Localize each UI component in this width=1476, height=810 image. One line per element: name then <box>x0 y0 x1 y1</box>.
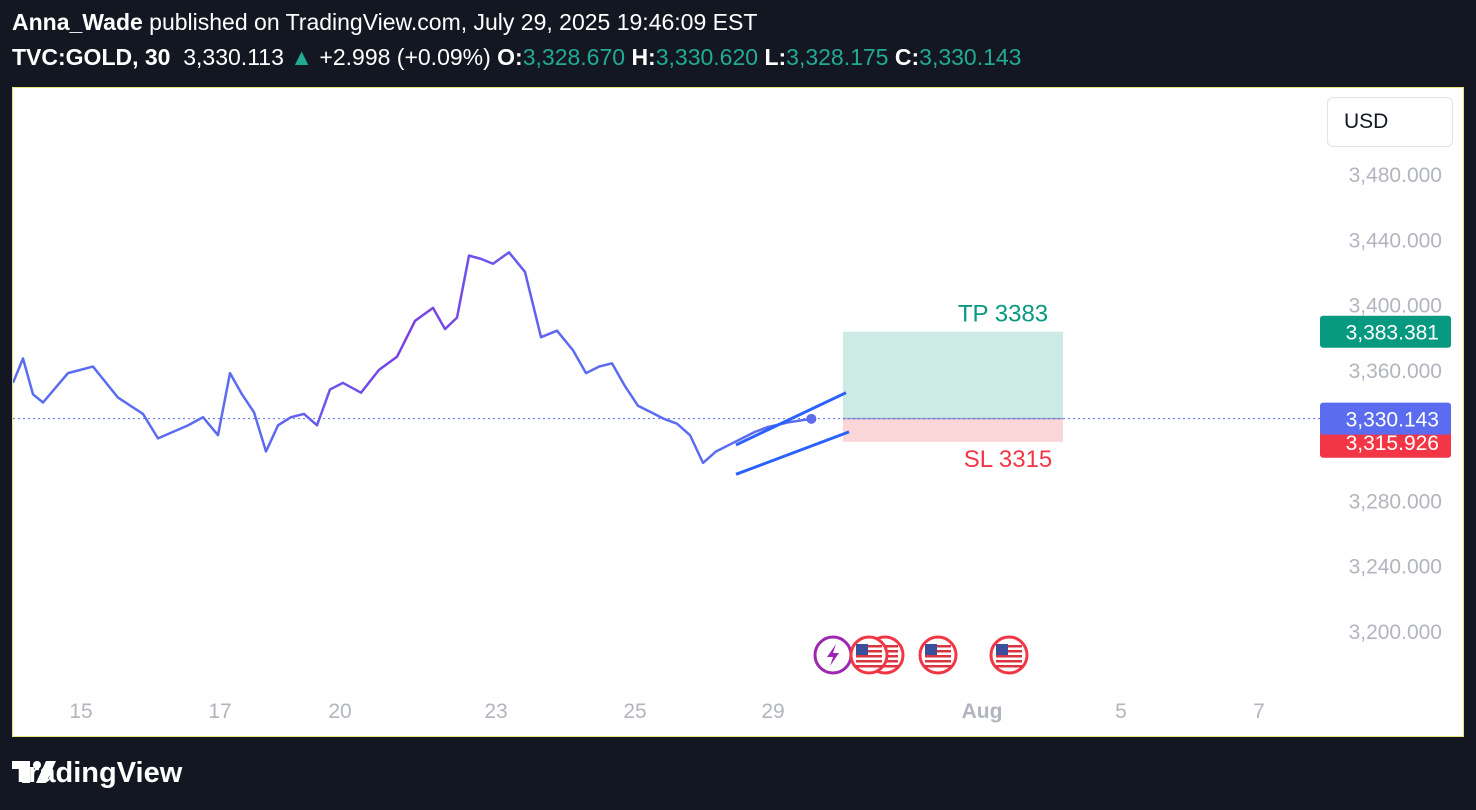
channel-lower-line <box>735 430 850 476</box>
low-label: L: <box>764 44 787 70</box>
flag-stripe <box>996 650 1022 653</box>
last-price-dot <box>806 413 817 424</box>
x-tick-label: 23 <box>484 700 507 723</box>
flag-stripe <box>996 655 1022 658</box>
y-tick-label: 3,200.000 <box>1349 621 1442 644</box>
flag-stripe <box>996 645 1022 648</box>
price-chart[interactable]: TP 3383 SL 3315 3,200.000 3,240.000 3,280.00… <box>13 88 1463 736</box>
flag-canton <box>856 644 868 655</box>
low-value: 3,328.175 <box>786 44 889 70</box>
x-tick-label: Aug <box>962 700 1003 723</box>
flag-stripe <box>925 650 951 653</box>
flag-canton <box>996 644 1008 655</box>
currency-selector[interactable]: USD <box>1327 97 1453 147</box>
last-price: 3,330.113 <box>183 44 284 70</box>
open-value: 3,328.670 <box>522 44 626 70</box>
up-triangle-icon: ▲ <box>290 44 314 70</box>
x-tick-label: 25 <box>623 700 646 723</box>
y-tick-label: 3,360.000 <box>1349 360 1442 383</box>
y-tick-label: 3,440.000 <box>1349 229 1442 252</box>
take-profit-zone <box>843 331 1063 419</box>
close-value: 3,330.143 <box>919 44 1022 70</box>
flag-stripe <box>925 660 951 663</box>
open-label: O: <box>497 44 523 70</box>
brand-name: TradingView <box>12 757 183 789</box>
sl-price-tag: 3,315.926 <box>1346 432 1439 455</box>
take-profit-label: TP 3383 <box>958 301 1048 328</box>
flag-stripe <box>872 665 898 668</box>
flag-stripe <box>856 660 882 663</box>
flag-canton <box>925 644 937 655</box>
stop-loss-label: SL 3315 <box>964 446 1053 473</box>
price-change: +2.998 (+0.09%) <box>319 44 491 70</box>
high-value: 3,330.620 <box>655 44 759 70</box>
lightning-bolt <box>827 644 839 666</box>
flag-stripe <box>996 660 1022 663</box>
flag-stripe <box>925 655 951 658</box>
x-tick-label: 7 <box>1253 700 1265 723</box>
flag-stripe <box>996 665 1022 668</box>
publish-line: Anna_Wade published on TradingView.com, … <box>12 9 757 36</box>
y-tick-label: 3,480.000 <box>1349 164 1442 187</box>
y-tick-label: 3,400.000 <box>1349 295 1442 318</box>
x-tick-label: 5 <box>1115 700 1127 723</box>
channel-upper-line <box>735 391 847 447</box>
x-tick-label: 20 <box>328 700 351 723</box>
high-label: H: <box>631 44 656 70</box>
tradingview-logo[interactable]: TradingView <box>12 757 182 790</box>
ohlc-line: TVC:GOLD, 30 3,330.113 ▲ +2.998 (+0.09%)… <box>12 44 1021 71</box>
flag-stripe <box>925 665 951 668</box>
y-tick-label: 3,240.000 <box>1349 556 1442 579</box>
flag-stripe <box>856 645 882 648</box>
y-tick-label: 3,280.000 <box>1349 490 1442 513</box>
tp-price-tag-bg <box>1320 315 1451 348</box>
flag-stripe <box>856 665 882 668</box>
x-tick-label: 29 <box>761 700 784 723</box>
x-tick-label: 15 <box>69 700 92 723</box>
price-series-line <box>13 251 812 465</box>
author-name[interactable]: Anna_Wade <box>12 9 143 35</box>
symbol-label: TVC:GOLD, 30 <box>12 44 171 70</box>
current-price-tag-bg <box>1320 402 1451 435</box>
current-price-tag: 3,330.143 <box>1346 409 1439 432</box>
flag-stripe <box>856 650 882 653</box>
close-label: C: <box>894 44 920 70</box>
chart-panel[interactable]: USD TP 3383 SL 3315 3,200.000 3,240.000 3,28… <box>12 87 1464 737</box>
flag-stripe <box>856 655 882 658</box>
stop-loss-zone <box>843 418 1063 442</box>
tv-logo-icon <box>12 761 56 783</box>
tp-price-tag: 3,383.381 <box>1346 322 1439 345</box>
flag-stripe <box>925 645 951 648</box>
x-tick-label: 17 <box>208 700 231 723</box>
publish-info: published on TradingView.com, July 29, 2… <box>149 9 758 35</box>
